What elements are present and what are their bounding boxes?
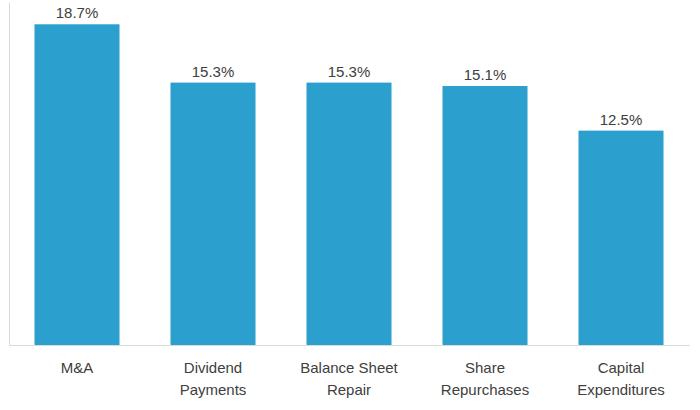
chart: M&A DividendPayments Balance SheetRepair Sh… (0, 0, 700, 410)
x-tick: M&A (61, 345, 94, 376)
bars (35, 24, 664, 345)
bar (443, 86, 528, 345)
data-label: 15.3% (192, 63, 235, 80)
x-tick: Balance SheetRepair (300, 345, 398, 398)
data-label: 12.5% (600, 111, 643, 128)
data-label: 18.7% (56, 4, 99, 21)
x-tick: ShareRepurchases (441, 345, 529, 398)
x-tick-label: M&A (61, 359, 94, 376)
x-tick-label: Balance SheetRepair (300, 359, 398, 398)
x-tick-label: ShareRepurchases (441, 359, 529, 398)
bar (307, 83, 392, 345)
bar (171, 83, 256, 345)
x-tick-label: CapitalExpenditures (577, 359, 665, 398)
x-tick-label: DividendPayments (180, 359, 247, 398)
bar (579, 131, 664, 345)
y-axis-line (9, 3, 10, 346)
x-tick: DividendPayments (180, 345, 247, 398)
y-axis (9, 3, 10, 346)
x-tick: CapitalExpenditures (577, 345, 665, 398)
bar (35, 24, 120, 345)
x-axis: M&A DividendPayments Balance SheetRepair Sh… (10, 345, 690, 398)
data-label: 15.3% (328, 63, 371, 80)
data-labels: 18.7% 15.3% 15.3% 15.1% 12.5% (56, 4, 643, 127)
x-axis-line (10, 345, 690, 346)
data-label: 15.1% (464, 66, 507, 83)
